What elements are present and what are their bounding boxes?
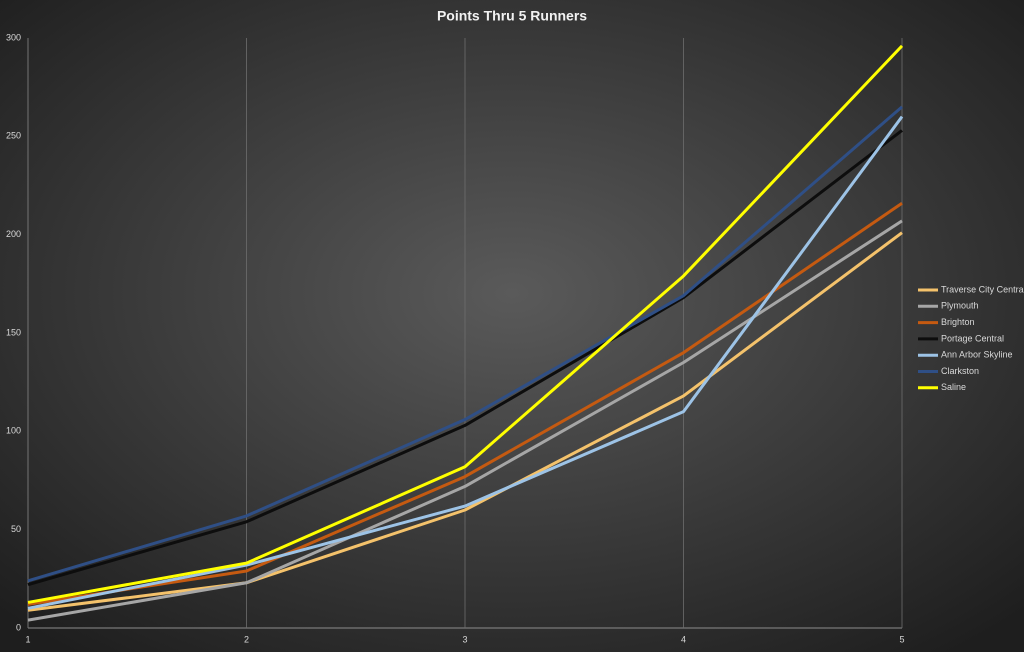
y-tick-label: 250 [6,131,21,141]
legend-label: Brighton [941,317,975,327]
legend-label: Portage Central [941,333,1004,343]
legend-label: Ann Arbor Skyline [941,350,1013,360]
x-tick-label: 3 [462,634,467,644]
legend-label: Traverse City Central [941,284,1024,294]
x-tick-label: 5 [899,634,904,644]
y-tick-label: 150 [6,327,21,337]
x-tick-label: 2 [244,634,249,644]
y-tick-label: 0 [16,622,21,632]
series-line [27,129,903,587]
legend-label: Plymouth [941,301,979,311]
y-tick-label: 200 [6,229,21,239]
y-tick-label: 100 [6,426,21,436]
legend-label: Saline [941,382,966,392]
series-line [27,105,903,583]
series-line [27,115,904,610]
x-tick-label: 4 [681,634,686,644]
x-tick-label: 1 [25,634,30,644]
series-line [27,44,904,604]
chart-title: Points Thru 5 Runners [437,8,587,24]
y-tick-label: 300 [6,32,21,42]
y-tick-label: 50 [11,524,21,534]
legend-label: Clarkston [941,366,979,376]
series-line [27,201,903,606]
series-line [27,231,903,612]
